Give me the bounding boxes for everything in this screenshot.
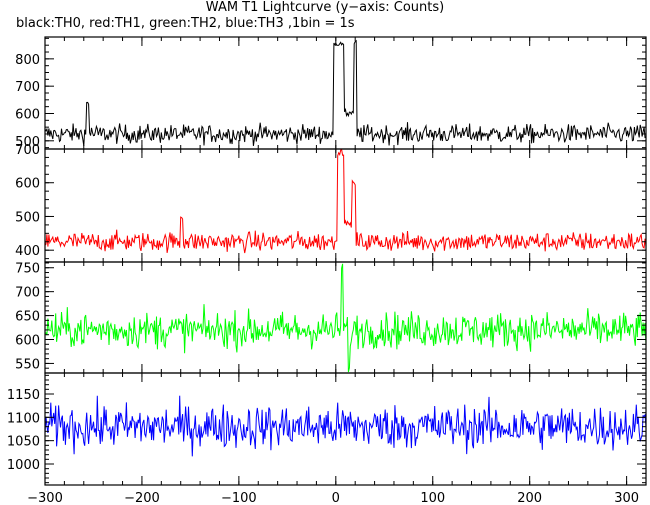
panel-th0: 500 600 700 800 [15, 36, 647, 150]
x-tick-label: 100 [420, 491, 445, 505]
y-tick-label: 1100 [7, 411, 40, 426]
x-tick-label: 300 [614, 491, 639, 505]
panel-th3: 1000 1050 1100 1150 [7, 372, 647, 486]
y-tick-label: 550 [15, 357, 40, 372]
series-line-th1 [44, 148, 647, 254]
y-tick-label: 500 [15, 135, 40, 150]
x-tick-label: −200 [124, 491, 160, 505]
y-tick-label: 600 [15, 177, 40, 192]
x-axis: −300 −200 −100 0 100 200 300 [27, 491, 639, 505]
y-tick-label: 700 [15, 286, 40, 301]
x-tick-label: −300 [27, 491, 63, 505]
y-tick-label: 1000 [7, 458, 40, 473]
y-tick-label: 400 [15, 244, 40, 259]
y-tick-label: 600 [15, 107, 40, 122]
panels-layer: 500 600 700 800 400 500 600 700 550 600 650 700 750 1… [7, 36, 647, 486]
panel-frame [44, 261, 647, 374]
x-tick-label: 200 [517, 491, 542, 505]
y-tick-label: 800 [15, 53, 40, 68]
y-tick-label: 1050 [7, 435, 40, 450]
panel-th1: 400 500 600 700 [15, 143, 647, 263]
y-tick-label: 1150 [7, 388, 40, 403]
x-tick-label: 0 [332, 491, 340, 505]
series-line-th2 [44, 263, 647, 373]
y-tick-label: 500 [15, 210, 40, 225]
chart-title: WAM T1 Lightcurve (y−axis: Counts) [205, 0, 445, 15]
y-tick-label: 750 [15, 262, 40, 277]
series-line-th3 [44, 395, 647, 457]
y-tick-label: 700 [15, 143, 40, 158]
chart-subtitle: black:TH0, red:TH1, green:TH2, blue:TH3 … [16, 16, 355, 31]
series-line-th0 [44, 39, 647, 147]
y-tick-label: 700 [15, 80, 40, 95]
y-tick-label: 600 [15, 334, 40, 349]
x-tick-label: −100 [221, 491, 257, 505]
panel-frame [44, 372, 647, 486]
panel-th2: 550 600 650 700 750 [15, 261, 647, 374]
y-tick-label: 650 [15, 310, 40, 325]
